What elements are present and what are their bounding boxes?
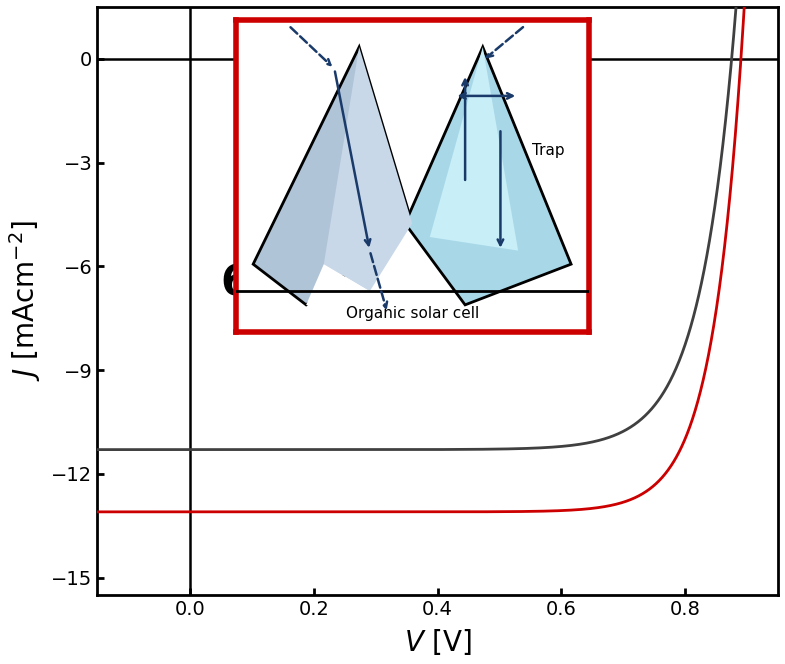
Polygon shape [405, 47, 571, 305]
Polygon shape [430, 47, 518, 250]
Polygon shape [306, 264, 370, 319]
Polygon shape [253, 47, 412, 305]
X-axis label: $\it{V}$ [V]: $\it{V}$ [V] [403, 627, 472, 657]
Text: Trap: Trap [532, 143, 565, 157]
Text: Organic solar cell: Organic solar cell [345, 305, 479, 321]
Text: 6.5% → 7.4%: 6.5% → 7.4% [221, 262, 516, 305]
Y-axis label: $\it{J}$ [mAcm$^{-2}$]: $\it{J}$ [mAcm$^{-2}$] [7, 220, 43, 381]
Polygon shape [323, 47, 412, 291]
